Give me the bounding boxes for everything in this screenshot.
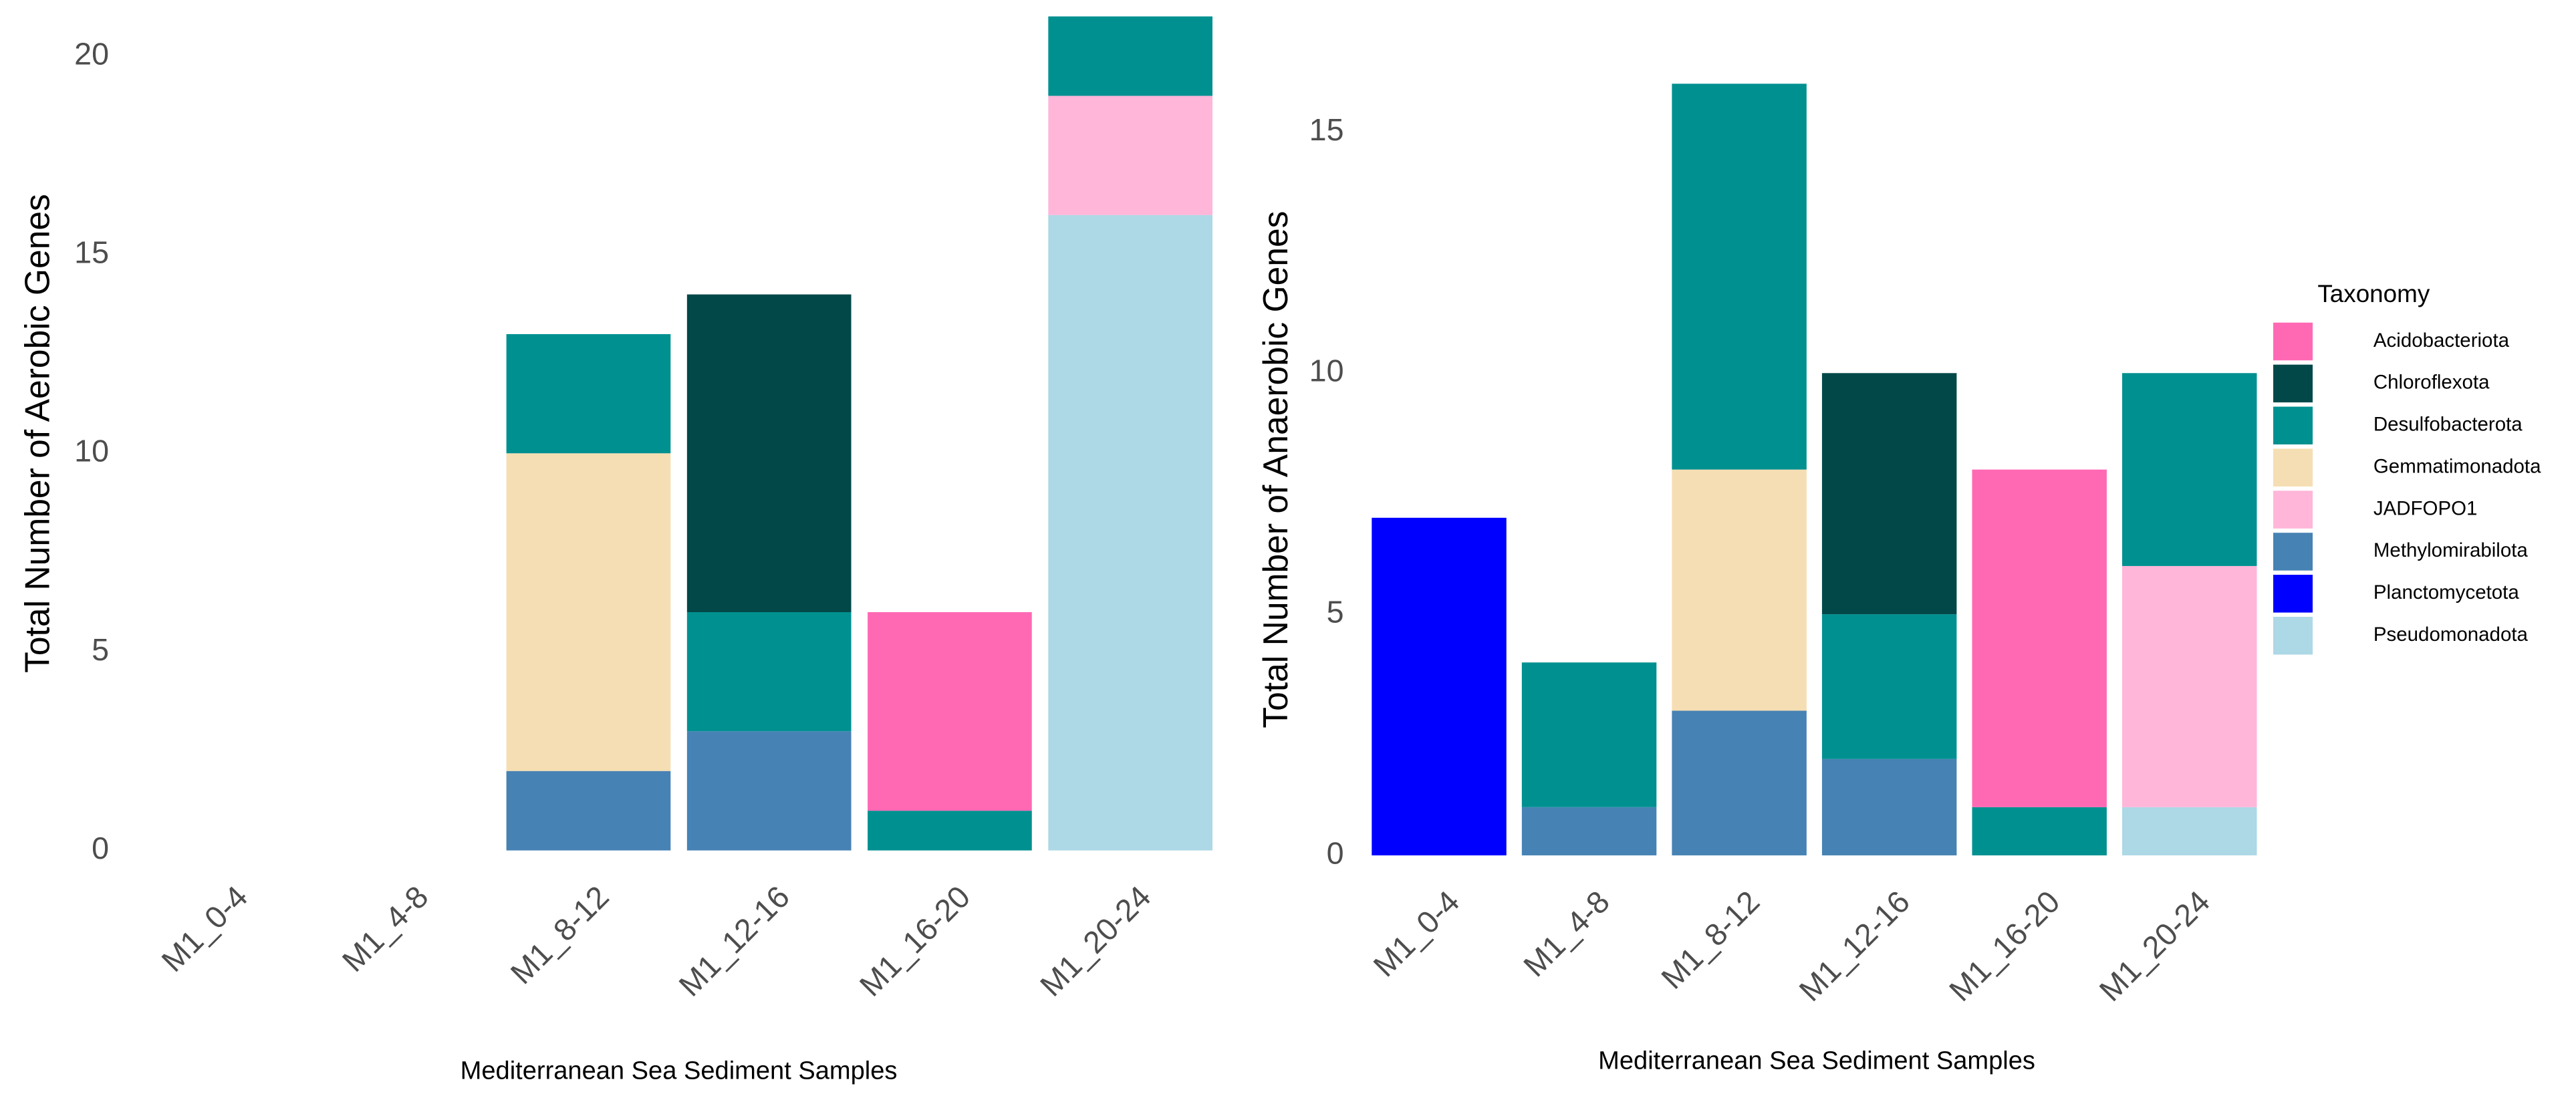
legend-label: Chloroflexota [2373,372,2490,394]
legend-label: Gemmatimonadota [2373,455,2541,477]
legend-label: Planctomycetota [2373,581,2519,603]
bar-segment [1672,84,1807,470]
x-tick-label: M1_12-16 [1793,884,1916,1008]
bar-segment [1521,662,1657,807]
x-tick-label: M1_8-12 [504,879,616,990]
bar-segment [506,453,671,771]
bar-segment [506,771,671,851]
bar-segment [868,811,1032,851]
legend-key [2273,491,2313,529]
bar-segment [1972,469,2107,807]
legend-label: Desulfobacterota [2373,414,2523,436]
x-tick-label: M1_12-16 [672,879,796,1002]
bar-segment [686,294,852,613]
y-tick-label: 0 [1327,835,1344,870]
bar-segment [1521,807,1657,855]
y-tick-label: 5 [92,632,109,667]
x-tick-label: M1_20-24 [2093,884,2216,1008]
legend-key [2273,533,2313,571]
bar-segment [2122,565,2257,807]
legend-key [2273,575,2313,613]
legend-label: Methylomirabilota [2373,539,2529,561]
bar-segment [1048,16,1212,96]
y-tick-label: 0 [92,831,109,865]
y-tick-label: 5 [1327,594,1344,629]
legend-title: Taxonomy [2317,280,2430,307]
legend-label: Acidobacteriota [2373,329,2510,352]
bar-segment [1672,469,1807,711]
bar-segment [1821,614,1957,759]
bar-segment [1821,759,1957,855]
x-tick-label: M1_16-20 [1942,884,2066,1008]
legend-key [2273,616,2313,655]
bar-segment [506,334,671,454]
legend-label: Pseudomonadota [2373,624,2529,646]
legend-key [2273,406,2313,445]
y-axis-title: Total Number of Anaerobic Genes [1256,211,1295,728]
y-tick-label: 15 [1309,112,1344,147]
bar-segment [1972,807,2107,855]
y-tick-label: 10 [1309,354,1344,388]
bar-segment [868,612,1032,811]
x-tick-label: M1_4-8 [336,879,435,978]
x-tick-label: M1_0-4 [155,879,255,978]
legend-label: JADFOPO1 [2373,497,2478,519]
y-axis-title: Total Number of Aerobic Genes [18,194,57,673]
y-tick-label: 20 [74,36,109,71]
bar-segment [686,612,852,732]
bar-segment [1672,710,1807,855]
bar-segment [1821,373,1957,615]
x-axis-title: Mediterranean Sea Sediment Samples [461,1057,898,1085]
legend-key [2273,448,2313,487]
legend-key [2273,364,2313,403]
x-tick-label: M1_0-4 [1367,884,1466,984]
y-tick-label: 10 [74,434,109,468]
bar-segment [2122,807,2257,855]
bar-segment [2122,373,2257,566]
x-tick-label: M1_16-20 [853,879,977,1002]
bar-segment [1372,517,1507,855]
x-tick-label: M1_8-12 [1654,884,1766,996]
y-tick-label: 15 [74,235,109,269]
x-axis-title: Mediterranean Sea Sediment Samples [1598,1047,2035,1075]
bar-segment [686,731,852,851]
bar-segment [1048,215,1212,851]
legend-key [2273,322,2313,361]
bar-segment [1048,96,1212,215]
x-tick-label: M1_20-24 [1033,879,1157,1002]
x-tick-label: M1_4-8 [1517,884,1616,984]
